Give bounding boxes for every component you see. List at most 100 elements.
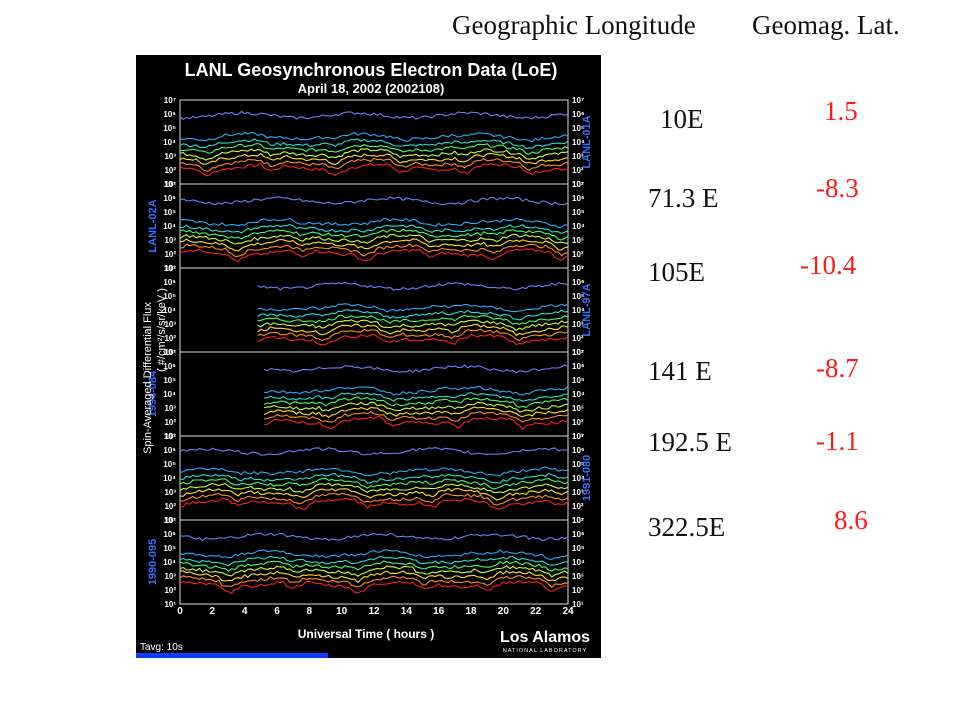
series-line-channel-3	[179, 565, 569, 578]
y-tick-label: 10²	[164, 502, 176, 511]
y-axis-label: Spin-Averaged Differential Flux	[142, 302, 154, 454]
y-tick-label: 10⁶	[163, 446, 176, 455]
series-line-channel-3	[263, 401, 569, 413]
y-tick-label-right: 10¹	[572, 264, 584, 273]
y-tick-label-right: 10¹	[572, 600, 584, 609]
y-tick-label-right: 10⁶	[572, 194, 585, 203]
los-alamos-logo: Los Alamos	[500, 629, 590, 646]
series-line-channel-5	[179, 138, 569, 150]
series-line-channel-4	[180, 143, 569, 155]
y-tick-label-right: 10³	[572, 320, 584, 329]
y-tick-label-right: 10⁴	[572, 474, 585, 483]
y-tick-label-right: 10⁶	[572, 110, 585, 119]
y-tick-label: 10⁷	[164, 348, 176, 357]
y-tick-label: 10¹	[164, 600, 176, 609]
series-line-channel-7	[263, 364, 569, 374]
y-tick-label: 10³	[164, 488, 176, 497]
y-tick-label-right: 10⁶	[572, 530, 585, 539]
y-tick-label-right: 10²	[572, 586, 584, 595]
series-line-channel-5	[264, 392, 569, 402]
y-tick-label: 10⁷	[164, 180, 176, 189]
averaging-label: Tavg: 10s	[140, 642, 183, 653]
series-line-channel-0	[264, 416, 569, 431]
series-line-channel-1	[179, 243, 569, 257]
satellite-label: LANL-02A	[147, 199, 159, 252]
series-line-channel-4	[263, 396, 569, 409]
y-tick-label: 10⁶	[163, 278, 176, 287]
x-axis-label: Universal Time ( hours )	[298, 627, 434, 641]
y-tick-label-right: 10⁴	[572, 138, 585, 147]
chart-subtitle: April 18, 2002 (2002108)	[298, 81, 445, 96]
longitude-322-5e: 322.5E	[648, 512, 726, 542]
geomag-lat-2: -8.3	[816, 173, 859, 203]
lanl-electron-flux-chart: LANL Geosynchronous Electron Data (LoE) …	[136, 55, 601, 658]
series-line-channel-2	[257, 323, 569, 337]
series-line-channel-2	[179, 238, 569, 252]
y-tick-label-right: 10⁴	[572, 222, 585, 231]
y-tick-label: 10⁵	[163, 376, 176, 385]
series-line-channel-6	[264, 385, 569, 396]
series-line-channel-7	[179, 110, 569, 120]
y-tick-label-right: 10⁴	[572, 558, 585, 567]
y-tick-label: 10⁶	[163, 362, 176, 371]
y-tick-label: 10⁶	[163, 530, 176, 539]
series-line-channel-7	[179, 532, 569, 542]
bottom-blue-bar	[136, 653, 328, 658]
series-line-channel-0	[179, 162, 569, 177]
x-axis-ticks: 0 2 4 6 8 10 12 14 16 18 20 22 24	[177, 606, 574, 617]
series-line-channel-5	[179, 224, 569, 234]
longitude-10e: 10E	[660, 104, 704, 134]
y-tick-label-right: 10²	[572, 166, 584, 175]
y-tick-label: 10⁵	[163, 208, 176, 217]
chart-title: LANL Geosynchronous Electron Data (LoE)	[185, 60, 558, 80]
x-tick-label: 12	[368, 606, 380, 617]
y-tick-label: 10⁷	[164, 516, 176, 525]
satellite-label: 1994-084	[147, 370, 159, 417]
series-line-channel-4	[179, 228, 569, 241]
y-tick-label: 10⁴	[163, 474, 176, 483]
y-tick-label-right: 10²	[572, 334, 584, 343]
satellite-label: LANL-01A	[581, 115, 593, 168]
series-line-channel-0	[179, 497, 569, 510]
y-tick-label-right: 10³	[572, 236, 584, 245]
series-line-channel-5	[179, 555, 569, 567]
y-tick-label: 10⁴	[163, 558, 176, 567]
los-alamos-subtitle: NATIONAL LABORATORY	[503, 648, 587, 654]
y-tick-label-right: 10⁷	[572, 180, 584, 189]
y-tick-label: 10²	[164, 334, 176, 343]
series-line-channel-0	[179, 580, 569, 594]
y-tick-label: 10⁴	[163, 222, 176, 231]
series-line-channel-4	[179, 477, 569, 490]
y-tick-label: 10¹	[164, 180, 176, 189]
y-tick-label: 10⁴	[163, 306, 176, 315]
y-tick-label-right: 10¹	[572, 432, 584, 441]
y-tick-label: 10³	[164, 404, 176, 413]
x-tick-label: 16	[433, 606, 445, 617]
series-line-channel-1	[179, 492, 569, 506]
y-tick-label-right: 10⁵	[572, 460, 585, 469]
y-tick-label: 10⁷	[164, 264, 176, 273]
x-tick-label: 0	[177, 606, 183, 617]
longitude-71-3e: 71.3 E	[648, 183, 719, 213]
y-tick-label: 10⁵	[163, 460, 176, 469]
series-line-channel-2	[179, 487, 569, 501]
satellite-label: 1991-080	[581, 455, 593, 502]
x-tick-label: 22	[530, 606, 542, 617]
geomag-lat-3: -10.4	[800, 250, 857, 280]
series-line-channel-3	[179, 233, 569, 245]
geomag-lat-4: -8.7	[816, 353, 859, 383]
x-tick-label: 24	[562, 606, 574, 617]
series-line-channel-4	[257, 314, 569, 325]
y-tick-label-right: 10⁵	[572, 208, 585, 217]
geomag-lat-6: 8.6	[834, 505, 868, 535]
satellite-label: LANL-97A	[581, 283, 593, 336]
y-tick-label: 10⁶	[163, 110, 176, 119]
series-line-channel-2	[263, 406, 569, 418]
y-tick-label: 10⁵	[163, 124, 176, 133]
y-tick-label-right: 10²	[572, 250, 584, 259]
y-tick-label: 10⁷	[164, 96, 176, 105]
x-tick-label: 4	[242, 606, 248, 617]
series-line-channel-7	[179, 196, 569, 206]
y-tick-label: 10⁵	[163, 292, 176, 301]
y-tick-label-right: 10²	[572, 502, 584, 511]
